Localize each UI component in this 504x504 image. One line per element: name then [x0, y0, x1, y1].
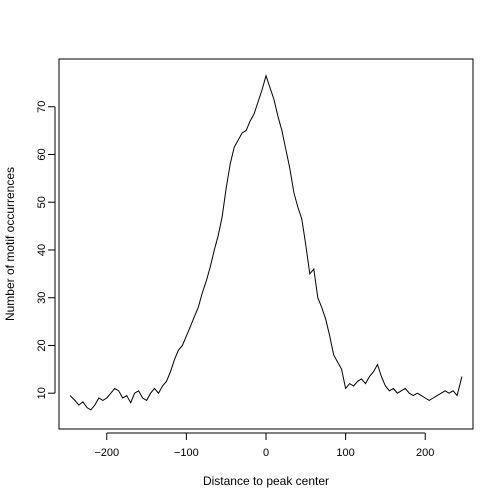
plot-box [58, 58, 474, 430]
y-tick-label: 60 [36, 148, 48, 160]
y-tick-label: 30 [36, 292, 48, 304]
x-tick-label: 100 [336, 447, 354, 459]
y-tick-label: 40 [36, 244, 48, 256]
x-tick-label: 0 [263, 447, 269, 459]
x-tick-label: −200 [94, 447, 119, 459]
series-line [69, 73, 463, 411]
y-tick-label: 70 [36, 101, 48, 113]
y-tick-label: 50 [36, 196, 48, 208]
x-tick-label: −100 [174, 447, 199, 459]
y-axis-label: Number of motif occurrences [3, 167, 17, 321]
y-tick-label: 20 [36, 339, 48, 351]
x-tick-label: 200 [416, 447, 434, 459]
x-axis: −200 −100 0 100 200 [94, 432, 434, 459]
y-axis: 10 20 30 40 50 60 70 [36, 101, 56, 399]
x-axis-label: Distance to peak center [203, 474, 329, 488]
y-tick-label: 10 [36, 387, 48, 399]
